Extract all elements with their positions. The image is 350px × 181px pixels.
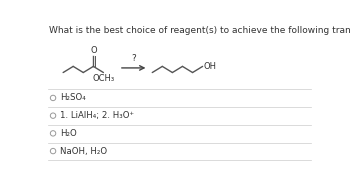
Text: OH: OH bbox=[203, 62, 216, 71]
Text: OCH₃: OCH₃ bbox=[92, 74, 114, 83]
Text: O: O bbox=[90, 46, 97, 55]
Text: ?: ? bbox=[131, 54, 136, 62]
Text: H₂SO₄: H₂SO₄ bbox=[60, 93, 86, 102]
Text: NaOH, H₂O: NaOH, H₂O bbox=[60, 147, 107, 156]
Text: What is the best choice of reagent(s) to achieve the following transformation?: What is the best choice of reagent(s) to… bbox=[49, 26, 350, 35]
Text: H₂O: H₂O bbox=[60, 129, 77, 138]
Text: 1. LiAlH₄; 2. H₃O⁺: 1. LiAlH₄; 2. H₃O⁺ bbox=[60, 111, 134, 120]
